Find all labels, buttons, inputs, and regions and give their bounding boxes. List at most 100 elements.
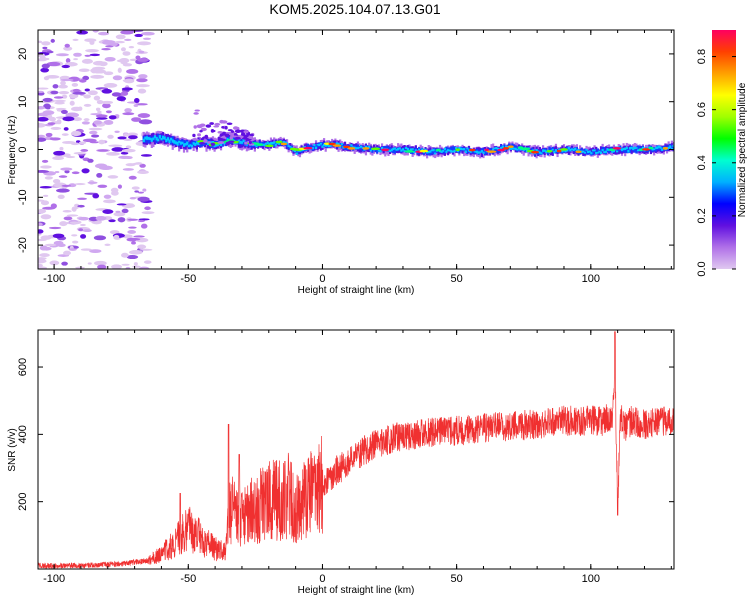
noise-blob [103, 71, 114, 76]
ridge-cell [654, 146, 657, 149]
ridge-cell [496, 147, 500, 150]
ridge-cell [430, 149, 434, 154]
noise-blob [127, 218, 139, 221]
ridge-cell [638, 145, 641, 150]
ridge-cell [232, 137, 236, 142]
ridge-cell [477, 151, 480, 154]
noise-blob [128, 250, 143, 255]
ridge-cell [395, 148, 398, 151]
noise-blob [104, 243, 111, 247]
noise-blob [54, 101, 65, 105]
noise-blob [74, 183, 86, 186]
x-tick-label: 0 [319, 273, 325, 285]
ridge-peak [303, 146, 313, 150]
ridge-cell [358, 146, 361, 149]
ridge-cell [480, 148, 483, 152]
noise-blob [110, 42, 118, 47]
ridge-cell [484, 150, 487, 156]
noise-blob [38, 266, 47, 269]
ridge-cell [173, 140, 176, 144]
ridge-cell [659, 146, 662, 149]
noise-blob [66, 214, 79, 217]
ridge-cell [440, 150, 443, 153]
noise-blob [97, 264, 107, 269]
noise-blob [72, 240, 79, 244]
noise-blob [101, 100, 114, 105]
ridge-cell [353, 146, 356, 149]
ridge-cell [368, 145, 371, 149]
noise-blob [50, 126, 62, 130]
ridge-cell [147, 136, 150, 140]
ridge-cell [546, 150, 549, 156]
ridge-cell [236, 138, 239, 144]
ridge-cell [360, 145, 363, 153]
ridge-cell [305, 143, 308, 150]
ridge-cell [157, 133, 160, 140]
noise-blob [87, 262, 92, 265]
ridge-cell [166, 137, 170, 141]
ridge-cell [403, 147, 406, 152]
ridge-peak [502, 147, 510, 150]
ridge-cell [672, 144, 674, 147]
ridge-peak [280, 142, 288, 146]
ridge-cell [575, 147, 578, 151]
ridge-cell [350, 144, 353, 147]
noise-blob [64, 43, 70, 48]
noise-blob [140, 223, 148, 229]
ridge-cell [458, 146, 461, 150]
ridge-cell [558, 148, 561, 151]
y-tick-label: 400 [17, 425, 29, 443]
ridge-tail [219, 133, 226, 136]
noise-blob [122, 234, 133, 239]
ridge-cell [587, 150, 590, 153]
ridge-peak [264, 144, 274, 148]
ridge-cell [479, 148, 482, 159]
x-tick-label: -100 [43, 573, 65, 585]
ridge-cell [636, 149, 640, 152]
ridge-cell [561, 149, 564, 153]
noise-blob [98, 165, 113, 171]
ridge-cell [649, 147, 653, 155]
ridge-cell [364, 145, 368, 149]
noise-blob [40, 67, 50, 73]
noise-blob [92, 30, 99, 33]
noise-blob [121, 263, 130, 266]
ridge-cell [284, 141, 287, 144]
noise-blob [96, 172, 103, 178]
ridge-cell [153, 135, 157, 141]
ridge-cell [636, 145, 640, 150]
ridge-cell [298, 149, 302, 155]
noise-blob [124, 108, 132, 113]
ridge-tail [224, 125, 228, 130]
ridge-cell [310, 144, 313, 150]
noise-blob [42, 97, 53, 102]
ridge-cell [635, 149, 638, 154]
ridge-cell [145, 136, 149, 140]
ridge-peak [560, 148, 568, 151]
noise-blob [136, 84, 150, 88]
ridge-cell [392, 147, 395, 151]
ridge-cell [585, 150, 588, 155]
ridge-cell [226, 137, 229, 141]
noise-blob [63, 46, 73, 51]
ridge-cell [207, 142, 210, 145]
noise-blob [120, 151, 129, 155]
snr-panel: -100 -50 0 50 100 200 400 600 Height of straig… [7, 329, 675, 596]
noise-blob [49, 137, 61, 141]
noise-blob [38, 105, 45, 110]
ridge-cell [603, 151, 606, 154]
noise-blob [44, 176, 53, 180]
ridge-cell [313, 143, 316, 147]
noise-blob [61, 184, 72, 187]
ridge-cell [221, 141, 224, 147]
noise-blob [103, 120, 114, 125]
noise-blob [62, 209, 72, 213]
noise-blob [46, 50, 54, 54]
ridge-tail [192, 133, 196, 138]
ridge-cell [189, 144, 192, 147]
noise-blob [68, 93, 79, 99]
ridge-cell [376, 148, 379, 154]
ridge-peak [648, 146, 654, 150]
ridge-cell [186, 141, 189, 145]
